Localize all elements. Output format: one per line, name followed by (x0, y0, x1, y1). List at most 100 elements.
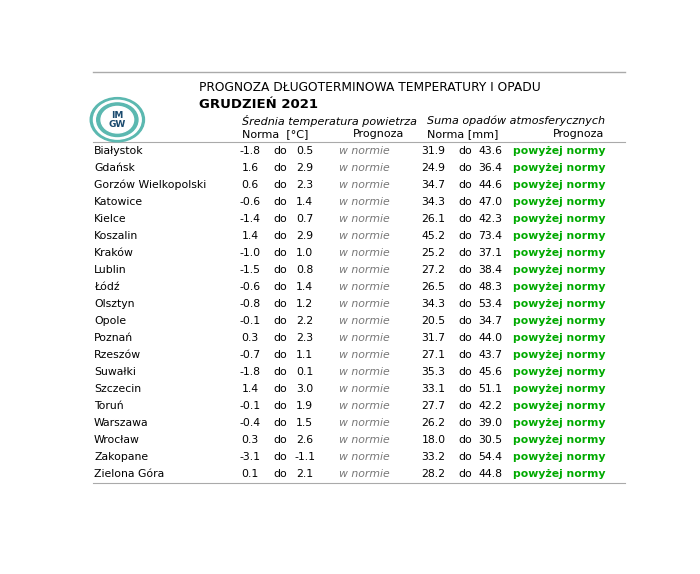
Text: 27.1: 27.1 (421, 350, 446, 360)
Text: do: do (458, 299, 472, 309)
Text: powyżej normy: powyżej normy (513, 146, 606, 156)
Text: Opole: Opole (94, 316, 126, 326)
Text: do: do (273, 470, 287, 479)
Text: 24.9: 24.9 (421, 163, 446, 173)
Text: 2.3: 2.3 (296, 333, 313, 343)
Text: 34.7: 34.7 (478, 316, 502, 326)
Text: 43.6: 43.6 (478, 146, 502, 156)
Text: powyżej normy: powyżej normy (513, 180, 606, 190)
Text: Toruń: Toruń (94, 401, 124, 412)
Text: Lublin: Lublin (94, 265, 127, 275)
Text: 1.4: 1.4 (241, 385, 259, 394)
Text: GRUDZIEŃ 2021: GRUDZIEŃ 2021 (199, 98, 318, 111)
Text: powyżej normy: powyżej normy (513, 265, 606, 275)
Text: 20.5: 20.5 (421, 316, 446, 326)
Text: do: do (273, 350, 287, 360)
Text: 44.6: 44.6 (478, 180, 502, 190)
Text: 35.3: 35.3 (421, 367, 446, 377)
Text: do: do (273, 214, 287, 224)
Text: do: do (273, 146, 287, 156)
Text: 39.0: 39.0 (478, 418, 502, 428)
Text: 37.1: 37.1 (478, 248, 502, 258)
Text: 28.2: 28.2 (421, 470, 446, 479)
Text: 1.4: 1.4 (241, 231, 259, 241)
Circle shape (90, 98, 144, 142)
Text: powyżej normy: powyżej normy (513, 435, 606, 445)
Text: w normie: w normie (339, 350, 389, 360)
Text: 0.6: 0.6 (241, 180, 259, 190)
Text: w normie: w normie (339, 452, 389, 463)
Text: 54.4: 54.4 (478, 452, 502, 463)
Text: w normie: w normie (339, 180, 389, 190)
Text: Rzeszów: Rzeszów (94, 350, 141, 360)
Text: Prognoza: Prognoza (354, 129, 405, 139)
Circle shape (101, 106, 134, 133)
Text: 31.7: 31.7 (421, 333, 446, 343)
Text: 1.0: 1.0 (296, 248, 313, 258)
Text: powyżej normy: powyżej normy (513, 214, 606, 224)
Text: 1.1: 1.1 (296, 350, 313, 360)
Text: Poznań: Poznań (94, 333, 133, 343)
Text: w normie: w normie (339, 214, 389, 224)
Text: w normie: w normie (339, 265, 389, 275)
Text: Białystok: Białystok (94, 146, 144, 156)
Text: do: do (273, 299, 287, 309)
Text: 1.6: 1.6 (241, 163, 259, 173)
Text: w normie: w normie (339, 163, 389, 173)
Text: 0.5: 0.5 (296, 146, 313, 156)
Text: do: do (458, 367, 472, 377)
Text: do: do (458, 316, 472, 326)
Text: Zakopane: Zakopane (94, 452, 148, 463)
Text: powyżej normy: powyżej normy (513, 418, 606, 428)
Text: do: do (273, 197, 287, 207)
Text: -1.8: -1.8 (239, 367, 260, 377)
Text: do: do (458, 418, 472, 428)
Text: Prognoza: Prognoza (553, 129, 604, 139)
Text: 0.3: 0.3 (241, 435, 259, 445)
Text: w normie: w normie (339, 333, 389, 343)
Text: do: do (273, 316, 287, 326)
Text: do: do (458, 385, 472, 394)
Text: 0.1: 0.1 (241, 470, 259, 479)
Text: do: do (273, 435, 287, 445)
Text: powyżej normy: powyżej normy (513, 231, 606, 241)
Text: 2.9: 2.9 (296, 163, 313, 173)
Text: do: do (273, 385, 287, 394)
Text: do: do (458, 470, 472, 479)
Text: -1.0: -1.0 (239, 248, 261, 258)
Text: Suwałki: Suwałki (94, 367, 136, 377)
Text: powyżej normy: powyżej normy (513, 401, 606, 412)
Text: 1.4: 1.4 (296, 282, 313, 292)
Text: 1.4: 1.4 (296, 197, 313, 207)
Text: 2.2: 2.2 (296, 316, 313, 326)
Text: do: do (458, 435, 472, 445)
Text: w normie: w normie (339, 146, 389, 156)
Text: 0.8: 0.8 (296, 265, 313, 275)
Text: powyżej normy: powyżej normy (513, 316, 606, 326)
Text: powyżej normy: powyżej normy (513, 197, 606, 207)
Text: 45.2: 45.2 (421, 231, 446, 241)
Text: 18.0: 18.0 (421, 435, 446, 445)
Text: w normie: w normie (339, 316, 389, 326)
Text: do: do (273, 265, 287, 275)
Text: Kraków: Kraków (94, 248, 134, 258)
Text: powyżej normy: powyżej normy (513, 248, 606, 258)
Text: w normie: w normie (339, 248, 389, 258)
Text: 44.8: 44.8 (478, 470, 502, 479)
Text: Zielona Góra: Zielona Góra (94, 470, 164, 479)
Text: 42.2: 42.2 (478, 401, 502, 412)
Text: Katowice: Katowice (94, 197, 143, 207)
Text: 1.5: 1.5 (296, 418, 313, 428)
Text: Kielce: Kielce (94, 214, 127, 224)
Text: 2.6: 2.6 (296, 435, 313, 445)
Text: w normie: w normie (339, 418, 389, 428)
Text: -0.6: -0.6 (239, 282, 261, 292)
Text: do: do (273, 401, 287, 412)
Text: do: do (458, 146, 472, 156)
Text: 0.7: 0.7 (296, 214, 313, 224)
Text: 26.2: 26.2 (421, 418, 446, 428)
Text: -0.1: -0.1 (239, 316, 261, 326)
Text: do: do (458, 180, 472, 190)
Text: 2.3: 2.3 (296, 180, 313, 190)
Text: -1.4: -1.4 (239, 214, 260, 224)
